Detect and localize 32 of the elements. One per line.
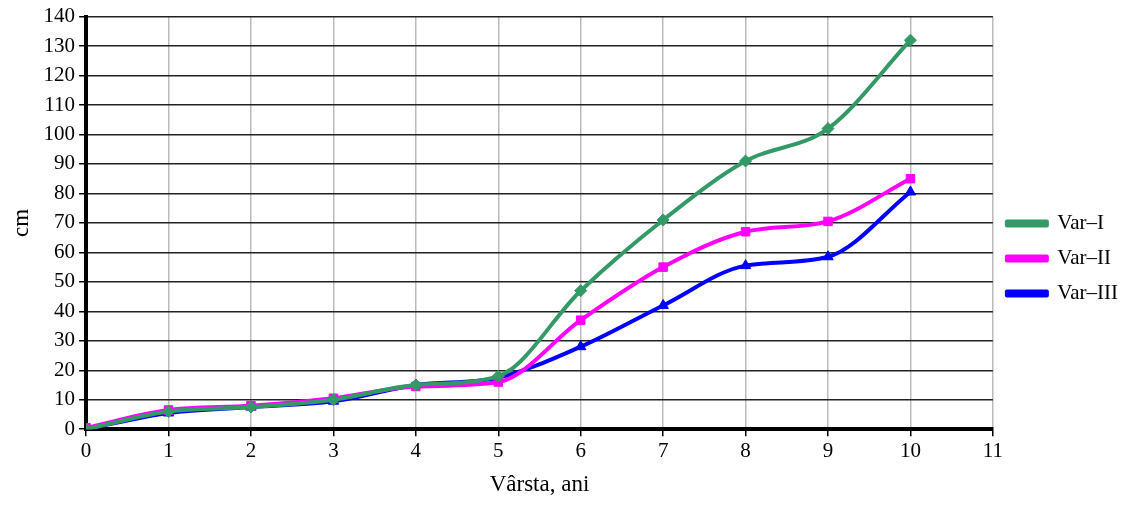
y-tick-label: 50 xyxy=(54,268,76,293)
y-tick-label: 10 xyxy=(54,386,76,411)
y-tick-label: 60 xyxy=(54,238,76,263)
legend-label: Var–III xyxy=(1057,280,1119,305)
x-tick-label: 2 xyxy=(245,438,257,463)
y-tick-label: 90 xyxy=(54,150,76,175)
x-tick-label: 3 xyxy=(328,438,339,463)
y-tick-label: 30 xyxy=(54,327,76,352)
legend-label: Var–II xyxy=(1057,245,1112,270)
x-tick-label: 10 xyxy=(899,438,921,463)
y-tick-label: 0 xyxy=(64,415,76,440)
x-tick-label: 11 xyxy=(982,438,1003,463)
y-axis-title: cm xyxy=(7,208,33,237)
y-tick-label: 130 xyxy=(43,32,76,57)
legend-label: Var–I xyxy=(1057,210,1105,235)
y-tick-label: 120 xyxy=(43,62,76,87)
y-tick-label: 100 xyxy=(43,121,76,145)
x-tick-label: 6 xyxy=(575,438,586,463)
y-tick-label: 110 xyxy=(44,91,76,116)
x-axis-title: Vârsta, ani xyxy=(489,471,590,497)
y-tick-label: 70 xyxy=(54,209,76,234)
x-tick-label: 4 xyxy=(410,438,422,463)
x-tick-label: 7 xyxy=(657,438,669,463)
x-tick-label: 9 xyxy=(822,438,834,463)
x-tick-label: 5 xyxy=(493,438,504,463)
x-tick-label: 0 xyxy=(80,438,92,463)
x-tick-label: 8 xyxy=(740,438,751,463)
y-tick-label: 20 xyxy=(54,356,76,381)
y-tick-label: 40 xyxy=(54,297,76,322)
y-tick-label: 140 xyxy=(43,3,76,28)
x-tick-label: 1 xyxy=(163,438,174,463)
y-tick-label: 80 xyxy=(54,179,76,204)
